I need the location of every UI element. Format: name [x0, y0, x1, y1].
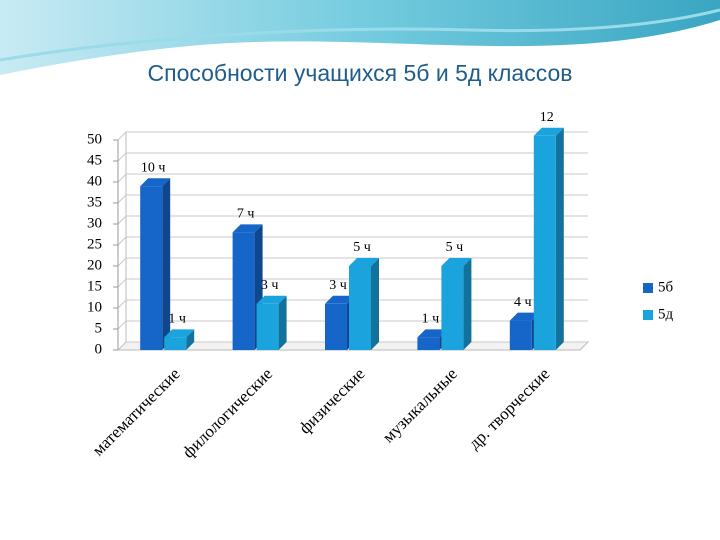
- bar: [349, 266, 371, 350]
- y-tick-label: 50: [87, 131, 102, 147]
- legend-label: 5д: [658, 306, 674, 322]
- grid-line: [117, 236, 588, 246]
- bar-side: [555, 127, 564, 350]
- y-tick-label: 10: [87, 299, 102, 315]
- grid-line: [117, 320, 588, 330]
- x-tick-label: физические: [295, 364, 368, 437]
- grid-line: [117, 173, 588, 183]
- bar-top: [417, 329, 448, 338]
- bar-top: [533, 127, 564, 136]
- y-tick-label: 45: [87, 152, 102, 168]
- value-label: 1 ч: [168, 312, 186, 327]
- bar-top: [325, 295, 355, 304]
- y-tick-label: 25: [87, 236, 102, 252]
- x-tick-label: математические: [88, 364, 183, 459]
- value-label: 4 ч: [514, 295, 532, 310]
- grid-line: [117, 194, 588, 204]
- x-tick-label: др. творческие: [465, 364, 554, 453]
- bar-side: [371, 258, 379, 350]
- bar-top: [164, 329, 195, 338]
- bar-top: [349, 258, 379, 266]
- value-label: 5 ч: [353, 240, 371, 255]
- value-label: 3 ч: [261, 278, 279, 293]
- bar: [325, 303, 347, 350]
- bar-side: [162, 178, 171, 350]
- value-label: 5 ч: [446, 240, 464, 255]
- bar: [256, 303, 279, 350]
- bar: [533, 135, 556, 350]
- grid-line: [117, 215, 588, 225]
- bar: [417, 337, 440, 350]
- y-tick-label: 30: [87, 215, 102, 231]
- header-wave-line: [0, 8, 720, 62]
- bar-top: [140, 178, 171, 187]
- bar-top: [232, 224, 263, 233]
- bar: [164, 337, 187, 350]
- bar-top: [509, 312, 540, 321]
- grid-line: [117, 257, 588, 267]
- legend-swatch: [643, 310, 653, 320]
- bar-top: [441, 258, 472, 266]
- x-tick-label: филологические: [179, 364, 277, 462]
- bar-side: [463, 258, 472, 350]
- legend-label: 5б: [658, 279, 674, 295]
- y-tick-label: 0: [95, 341, 103, 357]
- bar: [441, 266, 464, 350]
- value-label: 10 ч: [141, 160, 166, 175]
- chart-title: Способности учащихся 5б и 5д классов: [148, 60, 573, 86]
- value-label: 12: [540, 110, 554, 125]
- x-tick-label: музыкальные: [379, 364, 461, 446]
- grid-line: [117, 152, 588, 162]
- y-tick-label: 5: [95, 320, 103, 336]
- y-tick-label: 15: [87, 278, 102, 294]
- value-label: 3 ч: [329, 278, 347, 293]
- bar: [232, 232, 255, 350]
- header-wave: [0, 0, 720, 75]
- legend-swatch: [643, 283, 653, 293]
- grid-line: [117, 278, 588, 288]
- bar-top: [256, 295, 287, 304]
- grid-line: [117, 299, 588, 309]
- bar-side: [278, 295, 287, 350]
- bar: [509, 320, 532, 350]
- value-label: 1 ч: [422, 312, 440, 327]
- bar: [140, 186, 163, 350]
- grid-line: [117, 131, 588, 141]
- value-label: 7 ч: [237, 207, 255, 222]
- y-tick-label: 35: [87, 194, 102, 210]
- y-tick-label: 40: [87, 173, 102, 189]
- bar-side: [186, 329, 195, 350]
- y-tick-label: 20: [87, 257, 102, 273]
